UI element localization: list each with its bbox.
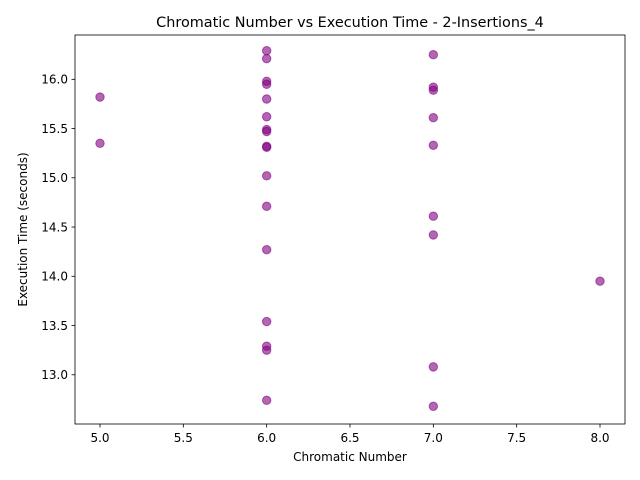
y-tick-label: 14.5 — [41, 220, 68, 234]
data-point-12 — [261, 171, 272, 181]
y-tick-label: 14.0 — [41, 270, 68, 284]
data-point-0 — [95, 92, 105, 102]
data-point-19 — [428, 50, 439, 60]
chart-title: Chromatic Number vs Execution Time - 2-I… — [156, 15, 544, 31]
data-point-3 — [261, 53, 272, 64]
data-point-18 — [261, 395, 272, 406]
data-point-7 — [261, 112, 272, 122]
y-tick-label: 15.5 — [41, 122, 68, 136]
x-tick-label: 7.0 — [424, 431, 443, 445]
data-point-1 — [95, 138, 105, 149]
points-layer — [95, 46, 605, 411]
x-tick-label: 7.5 — [507, 431, 526, 445]
x-tick-label: 6.5 — [340, 431, 359, 445]
data-point-17 — [261, 345, 272, 355]
data-point-22 — [428, 113, 439, 123]
y-tick-label: 16.0 — [41, 73, 68, 87]
y-tick-label: 13.5 — [41, 319, 68, 333]
x-axis-ticks: 5.0 5.5 6.0 6.5 7.0 7.5 8.0 — [90, 424, 610, 445]
x-axis-title: Chromatic Number — [293, 450, 407, 464]
data-point-21 — [428, 85, 439, 95]
x-tick-label: 5.5 — [174, 431, 193, 445]
data-point-14 — [261, 244, 272, 255]
data-point-24 — [428, 211, 439, 221]
data-point-23 — [428, 140, 439, 151]
x-tick-label: 5.0 — [90, 431, 109, 445]
data-point-28 — [595, 276, 605, 286]
plot-frame — [74, 34, 626, 425]
data-point-26 — [428, 362, 439, 372]
data-point-9 — [261, 126, 272, 137]
y-axis-title: Execution Time (seconds) — [16, 152, 30, 306]
data-point-5 — [261, 79, 272, 89]
data-point-2 — [261, 46, 272, 56]
y-tick-label: 15.0 — [41, 171, 68, 185]
y-axis-ticks: 13.0 13.5 14.0 14.5 15.0 15.5 16.0 — [41, 73, 75, 382]
data-point-11 — [261, 142, 272, 152]
x-tick-label: 8.0 — [590, 431, 609, 445]
data-point-6 — [261, 94, 272, 104]
data-point-13 — [261, 201, 272, 212]
data-point-25 — [428, 230, 439, 240]
data-point-27 — [428, 401, 439, 411]
y-tick-label: 13.0 — [41, 368, 68, 382]
x-tick-label: 6.0 — [257, 431, 276, 445]
data-point-15 — [261, 316, 272, 327]
